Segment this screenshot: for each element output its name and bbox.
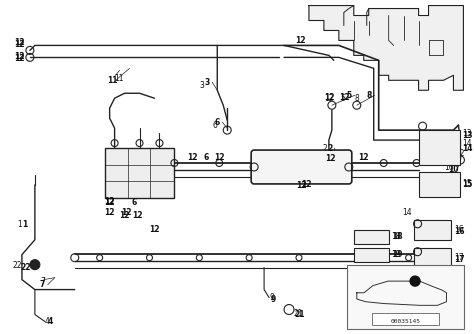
Text: 4: 4 xyxy=(48,317,53,326)
Text: 10: 10 xyxy=(448,165,459,174)
FancyBboxPatch shape xyxy=(414,220,451,240)
Text: 12: 12 xyxy=(119,211,130,220)
Text: 2: 2 xyxy=(322,144,327,153)
FancyBboxPatch shape xyxy=(419,172,460,197)
Text: 14: 14 xyxy=(463,144,473,153)
Bar xyxy=(347,265,465,329)
Text: 22: 22 xyxy=(12,261,22,270)
Text: 6: 6 xyxy=(214,118,219,127)
Text: 11: 11 xyxy=(115,74,124,83)
FancyBboxPatch shape xyxy=(354,266,389,280)
Text: 12: 12 xyxy=(301,180,311,189)
Text: 14: 14 xyxy=(402,208,411,217)
FancyBboxPatch shape xyxy=(414,248,451,268)
Text: 00035145: 00035145 xyxy=(391,319,420,324)
Text: 8: 8 xyxy=(367,91,372,100)
Text: 12: 12 xyxy=(121,208,132,217)
Text: 19: 19 xyxy=(392,250,401,259)
Text: 6: 6 xyxy=(212,121,217,130)
Text: 3: 3 xyxy=(204,78,210,87)
Text: 12: 12 xyxy=(320,156,329,165)
Text: 12: 12 xyxy=(339,93,349,102)
Text: 15: 15 xyxy=(463,179,472,188)
Text: 12: 12 xyxy=(295,36,305,45)
Text: 5: 5 xyxy=(347,91,352,100)
Text: 13: 13 xyxy=(463,129,472,138)
Polygon shape xyxy=(309,6,464,90)
Text: 12: 12 xyxy=(14,52,25,61)
Text: 7: 7 xyxy=(40,277,45,286)
Text: 12: 12 xyxy=(187,153,198,162)
Text: 1: 1 xyxy=(22,220,27,229)
Text: 17: 17 xyxy=(455,255,465,264)
FancyBboxPatch shape xyxy=(251,150,352,184)
Text: 12: 12 xyxy=(358,153,368,162)
Text: 19: 19 xyxy=(392,250,402,259)
Text: 16: 16 xyxy=(455,225,464,234)
Text: 2: 2 xyxy=(327,144,332,153)
Text: 21: 21 xyxy=(294,310,304,319)
Text: 5: 5 xyxy=(341,94,346,103)
Text: 6: 6 xyxy=(204,153,209,162)
Text: 21: 21 xyxy=(294,309,303,318)
Text: 12: 12 xyxy=(296,181,306,190)
Text: 12: 12 xyxy=(14,40,25,49)
Text: 9: 9 xyxy=(271,295,276,304)
Circle shape xyxy=(410,276,420,286)
Bar xyxy=(372,314,439,325)
Text: 12: 12 xyxy=(104,208,115,217)
Text: 12: 12 xyxy=(133,211,143,220)
Text: 11: 11 xyxy=(108,76,118,85)
FancyBboxPatch shape xyxy=(105,148,174,198)
FancyBboxPatch shape xyxy=(354,248,389,262)
Text: 14: 14 xyxy=(463,139,472,148)
Text: 22: 22 xyxy=(20,263,30,272)
Text: 9: 9 xyxy=(269,293,274,302)
Text: 18: 18 xyxy=(392,232,402,241)
Text: 12: 12 xyxy=(14,54,25,63)
Text: 20: 20 xyxy=(392,268,401,277)
Text: 10: 10 xyxy=(444,164,454,172)
Text: 12: 12 xyxy=(105,197,115,206)
Text: 12: 12 xyxy=(149,225,160,234)
Text: 7: 7 xyxy=(40,280,45,289)
Text: 12: 12 xyxy=(214,153,225,162)
Text: 12: 12 xyxy=(325,154,336,163)
Text: 8: 8 xyxy=(355,94,359,103)
Text: 12: 12 xyxy=(456,149,465,158)
Text: 16: 16 xyxy=(455,227,465,236)
Text: 1: 1 xyxy=(17,220,22,229)
FancyBboxPatch shape xyxy=(419,130,460,165)
Text: 15: 15 xyxy=(463,180,473,189)
Text: 3: 3 xyxy=(200,81,204,90)
Text: 12: 12 xyxy=(14,38,25,47)
Text: 12: 12 xyxy=(104,198,115,207)
Text: 6: 6 xyxy=(132,198,137,207)
Circle shape xyxy=(30,260,40,270)
Text: 12: 12 xyxy=(324,94,334,103)
Text: 20: 20 xyxy=(392,268,402,277)
FancyBboxPatch shape xyxy=(354,230,389,244)
Text: 17: 17 xyxy=(455,253,464,262)
Text: 13: 13 xyxy=(463,131,473,140)
Text: 18: 18 xyxy=(392,232,401,241)
Text: 12: 12 xyxy=(324,93,334,102)
Text: 4: 4 xyxy=(45,317,50,326)
